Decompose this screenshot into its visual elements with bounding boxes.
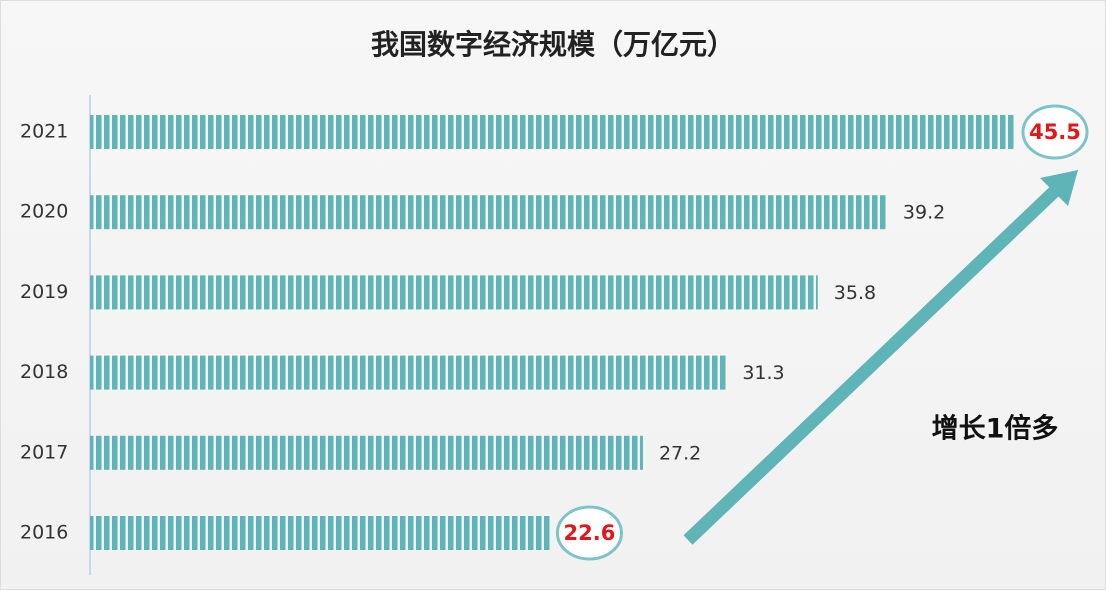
value-label: 31.3 [742,362,784,384]
value-label: 22.6 [564,521,616,545]
chart-title: 我国数字经济规模（万亿元） [371,28,735,61]
bar [90,355,727,390]
value-label: 35.8 [834,282,876,304]
growth-arrow [683,170,1078,545]
y-tick-label: 2020 [20,201,68,223]
value-label: 45.5 [1029,120,1081,144]
highlight-circle [1021,104,1089,160]
bar [90,195,887,230]
value-label: 39.2 [903,202,945,224]
bar [90,435,643,470]
value-label: 27.2 [659,442,701,464]
bar [90,275,818,310]
annotation: 增长1倍多 [932,413,1059,445]
y-tick-label: 2018 [20,361,68,383]
bar [90,516,550,550]
bar [90,115,1015,149]
highlight-circle [555,505,623,561]
y-tick-label: 2021 [20,121,68,143]
y-tick-label: 2017 [20,441,68,463]
y-tick-label: 2016 [20,522,68,544]
y-tick-label: 2019 [20,281,68,303]
